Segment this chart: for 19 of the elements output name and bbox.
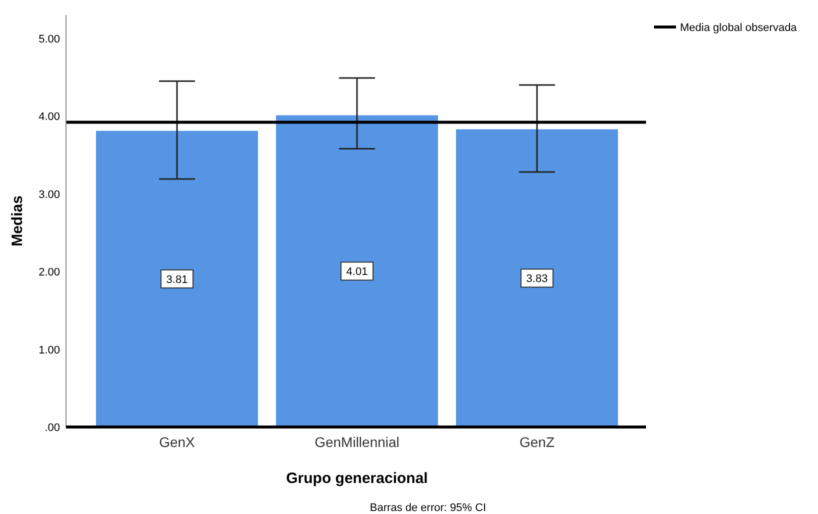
legend-label: Media global observada [680,22,798,34]
data-label: 3.81 [166,274,188,286]
y-tick-label: 1.00 [38,344,60,356]
y-tick-label: .00 [44,422,60,434]
y-axis-title: Medias [9,196,26,246]
text: Barras de error: 95% CI [370,502,486,514]
data-label: 3.83 [526,273,548,286]
x-tick-label: GenX [159,434,196,450]
y-tick-label: 5.00 [38,33,60,46]
y-tick-label: 4.00 [38,111,60,124]
y-tick-label: 3.00 [38,188,60,201]
y-tick-label: 2.00 [38,266,60,279]
bar [456,129,618,427]
bar [276,115,438,427]
data-label: 4.01 [346,266,368,278]
x-tick-label: GenMillennial [314,434,400,450]
x-axis-title: Grupo generacional [286,470,428,487]
x-tick-label: GenZ [519,434,555,450]
bar [96,130,258,427]
